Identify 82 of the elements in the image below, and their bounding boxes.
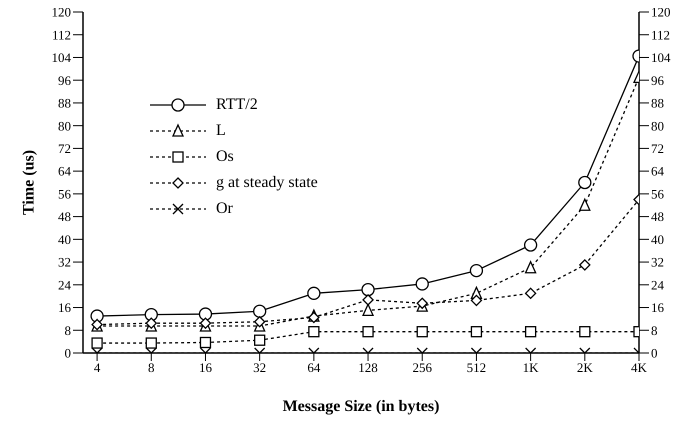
x-tick-label: 1K (522, 360, 540, 376)
y2-tick-label: 120 (651, 4, 670, 20)
y2-tick-label: 72 (651, 141, 664, 156)
point (416, 326, 428, 338)
y-tick-label: 88 (58, 96, 71, 111)
point (200, 336, 212, 348)
point (144, 308, 158, 322)
y-tick-label: 96 (58, 72, 72, 88)
legend-label: Os (216, 148, 234, 166)
point (524, 326, 536, 338)
point (362, 304, 374, 316)
x-tick-label: 8 (148, 360, 155, 376)
point (308, 326, 320, 338)
y2-tick-label: 112 (651, 27, 670, 42)
x-tick-label: 64 (307, 360, 321, 376)
y2-tick-label: 40 (651, 232, 664, 247)
y2-tick-label: 16 (651, 300, 664, 316)
y-tick-label: 56 (58, 186, 72, 202)
y2-tick-label: 24 (651, 277, 664, 292)
y2-tick-label: 56 (651, 186, 664, 202)
y2-tick-label: 104 (651, 50, 671, 66)
point (524, 261, 536, 274)
point (361, 282, 375, 296)
y2-tick-label: 0 (651, 346, 658, 361)
y2-tick-label: 80 (651, 118, 664, 134)
y-tick-label: 24 (58, 277, 72, 292)
y2-tick-label: 8 (651, 322, 658, 338)
x-tick-label: 2K (576, 360, 594, 376)
y-tick-label: 48 (58, 209, 71, 224)
point (578, 176, 592, 190)
point (416, 277, 429, 291)
y-tick-label: 16 (58, 300, 72, 316)
y2-tick-label: 48 (651, 209, 664, 224)
point (307, 286, 321, 300)
y2-tick-label: 32 (651, 254, 664, 270)
y-tick-label: 8 (64, 322, 71, 338)
x-tick-label: 512 (466, 360, 486, 376)
y2-tick-label: 64 (651, 164, 664, 179)
point (254, 334, 266, 346)
x-tick-label: 4 (94, 360, 101, 376)
legend-label: L (216, 122, 226, 140)
point (470, 294, 482, 306)
point (90, 309, 104, 323)
point (579, 198, 590, 211)
point (470, 264, 484, 278)
point (524, 238, 538, 252)
x-tick-label: 4K (631, 360, 648, 376)
point (253, 304, 266, 318)
y2-tick-label: 96 (651, 72, 664, 88)
y-tick-label: 112 (52, 27, 71, 42)
point (362, 326, 374, 338)
y-axis-title: Time (us) (20, 150, 38, 216)
y-tick-label: 64 (58, 164, 72, 179)
y-tick-label: 120 (52, 4, 71, 20)
x-tick-label: 32 (253, 360, 266, 376)
x-axis-title: Message Size (in bytes) (282, 398, 440, 415)
y-tick-label: 104 (52, 50, 72, 66)
point (362, 294, 374, 306)
legend-label: Or (216, 200, 233, 218)
point (254, 316, 266, 328)
x-tick-label: 128 (358, 360, 378, 376)
y-tick-label: 32 (58, 254, 71, 270)
x-tick-label: 256 (412, 360, 432, 376)
y-tick-label: 40 (58, 232, 71, 247)
point (308, 312, 320, 324)
y-tick-label: 80 (58, 118, 71, 134)
point (579, 259, 590, 271)
legend-label: g at steady state (216, 174, 318, 192)
legend-label: RTT/2 (216, 96, 258, 114)
point (198, 307, 212, 321)
y2-tick-label: 88 (651, 96, 664, 111)
point (146, 337, 157, 349)
y-tick-label: 0 (64, 346, 71, 361)
point (146, 318, 157, 329)
y-tick-label: 72 (58, 141, 71, 156)
point (524, 288, 536, 299)
point (200, 318, 212, 329)
point (91, 337, 103, 349)
point (470, 326, 482, 338)
x-tick-label: 16 (198, 360, 212, 376)
point (416, 298, 428, 309)
point (579, 326, 590, 338)
